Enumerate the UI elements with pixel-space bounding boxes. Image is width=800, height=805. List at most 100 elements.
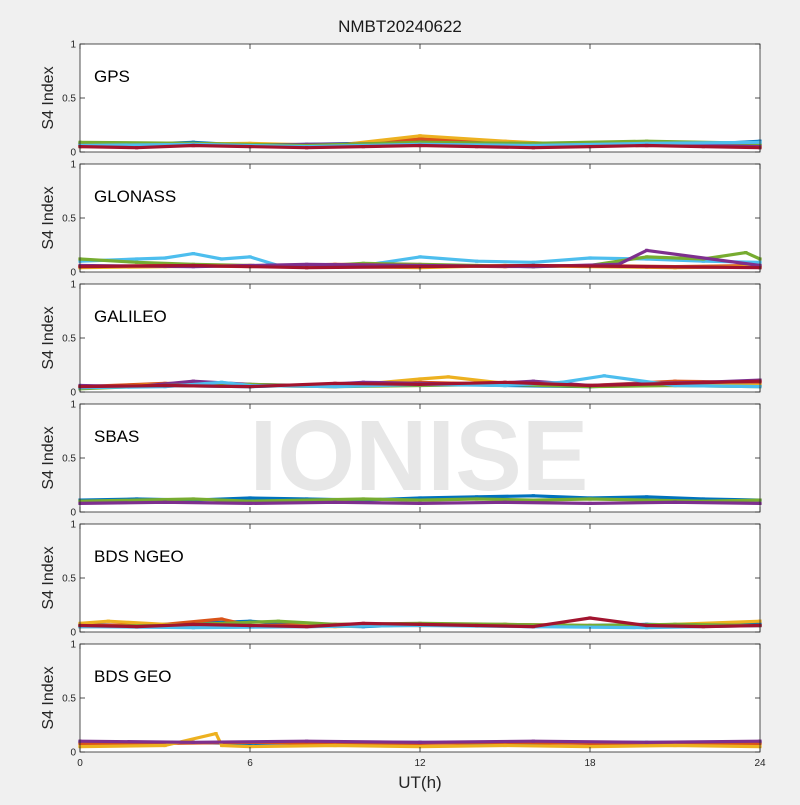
data-point <box>220 617 224 621</box>
y-axis-label: S4 Index <box>40 186 57 249</box>
y-tick-label: 0 <box>70 268 76 279</box>
data-point <box>588 256 592 260</box>
data-point <box>701 259 705 263</box>
data-point <box>418 382 422 386</box>
x-tick-label: 18 <box>584 758 596 769</box>
panel-title: GPS <box>94 67 130 86</box>
data-point <box>531 625 535 629</box>
data-point <box>475 495 479 499</box>
data-point <box>333 385 337 389</box>
data-point <box>701 145 705 149</box>
y-tick-label: 1 <box>70 160 76 171</box>
figure-title: NMBT20240622 <box>338 17 462 36</box>
data-point <box>418 740 422 744</box>
plot-area <box>80 404 760 512</box>
data-point <box>163 256 167 260</box>
data-point <box>645 255 649 259</box>
y-tick-label: 0 <box>70 148 76 159</box>
data-point <box>673 379 677 383</box>
data-point <box>135 146 139 150</box>
data-point <box>503 383 507 388</box>
y-tick-label: 1 <box>70 640 76 651</box>
data-point <box>531 260 535 264</box>
y-axis-label: S4 Index <box>40 306 57 369</box>
y-tick-label: 0 <box>70 748 76 759</box>
data-point <box>588 497 592 501</box>
data-point <box>361 145 365 149</box>
data-point <box>418 496 422 500</box>
data-point <box>333 743 337 748</box>
data-point <box>531 263 535 268</box>
data-point <box>531 739 535 743</box>
data-point <box>191 379 195 383</box>
y-axis-label: S4 Index <box>40 546 57 609</box>
y-tick-label: 1 <box>70 400 76 411</box>
data-point <box>701 625 705 629</box>
plot-area <box>80 284 760 392</box>
data-point <box>106 619 110 623</box>
data-point <box>673 381 677 385</box>
data-point <box>220 257 224 261</box>
x-tick-label: 0 <box>77 758 83 769</box>
data-point <box>333 381 337 385</box>
data-point <box>361 497 365 501</box>
x-tick-label: 12 <box>414 758 426 769</box>
watermark-layer: IONISE <box>250 400 589 512</box>
data-point <box>418 255 422 259</box>
data-point <box>645 141 649 145</box>
data-point <box>418 265 422 269</box>
data-point <box>645 265 649 269</box>
data-point <box>248 496 252 500</box>
y-tick-label: 0 <box>70 388 76 399</box>
data-point <box>446 375 450 379</box>
data-point <box>673 383 677 388</box>
data-point <box>588 745 592 749</box>
data-point <box>673 622 677 626</box>
data-point <box>531 494 535 498</box>
data-point <box>503 622 507 626</box>
data-point <box>475 623 479 628</box>
data-point <box>503 139 507 143</box>
data-point <box>418 140 422 144</box>
y-tick-label: 0 <box>70 508 76 519</box>
data-point <box>531 146 535 150</box>
data-point <box>135 260 139 264</box>
data-point <box>191 497 195 501</box>
y-tick-label: 0.5 <box>62 334 76 345</box>
subplot-bds-geo: 0 0.5 1 S4 Index BDS GEO 0 6 12 18 24 UT(h) <box>40 640 766 793</box>
panel-title: SBAS <box>94 427 139 446</box>
data-point <box>418 377 422 381</box>
data-point <box>333 741 337 745</box>
data-point <box>248 499 252 503</box>
x-axis-label: UT(h) <box>398 773 441 792</box>
y-axis-label: S4 Index <box>40 66 57 129</box>
subplot-sbas: 0 0.5 1 S4 Index SBAS <box>40 400 762 519</box>
data-point <box>191 626 195 630</box>
data-point <box>645 623 649 628</box>
data-point <box>475 259 479 263</box>
data-point <box>701 497 705 501</box>
data-point <box>418 143 422 148</box>
data-point <box>248 501 252 505</box>
y-tick-label: 0.5 <box>62 454 76 465</box>
data-point <box>645 248 649 252</box>
data-point <box>418 622 422 626</box>
data-point <box>588 145 592 149</box>
data-point <box>305 262 309 266</box>
data-point <box>220 380 224 384</box>
plot-area <box>80 524 760 632</box>
data-point <box>418 498 422 502</box>
y-tick-label: 0.5 <box>62 574 76 585</box>
data-point <box>191 740 195 744</box>
data-point <box>191 252 195 256</box>
data-point <box>475 497 479 501</box>
data-point <box>191 263 195 268</box>
y-tick-label: 1 <box>70 520 76 531</box>
panel-title: GLONASS <box>94 187 176 206</box>
data-point <box>531 143 535 148</box>
data-point <box>673 500 677 504</box>
data-point <box>418 134 422 138</box>
data-point <box>163 743 167 748</box>
data-point <box>645 626 649 630</box>
data-point <box>248 145 252 149</box>
